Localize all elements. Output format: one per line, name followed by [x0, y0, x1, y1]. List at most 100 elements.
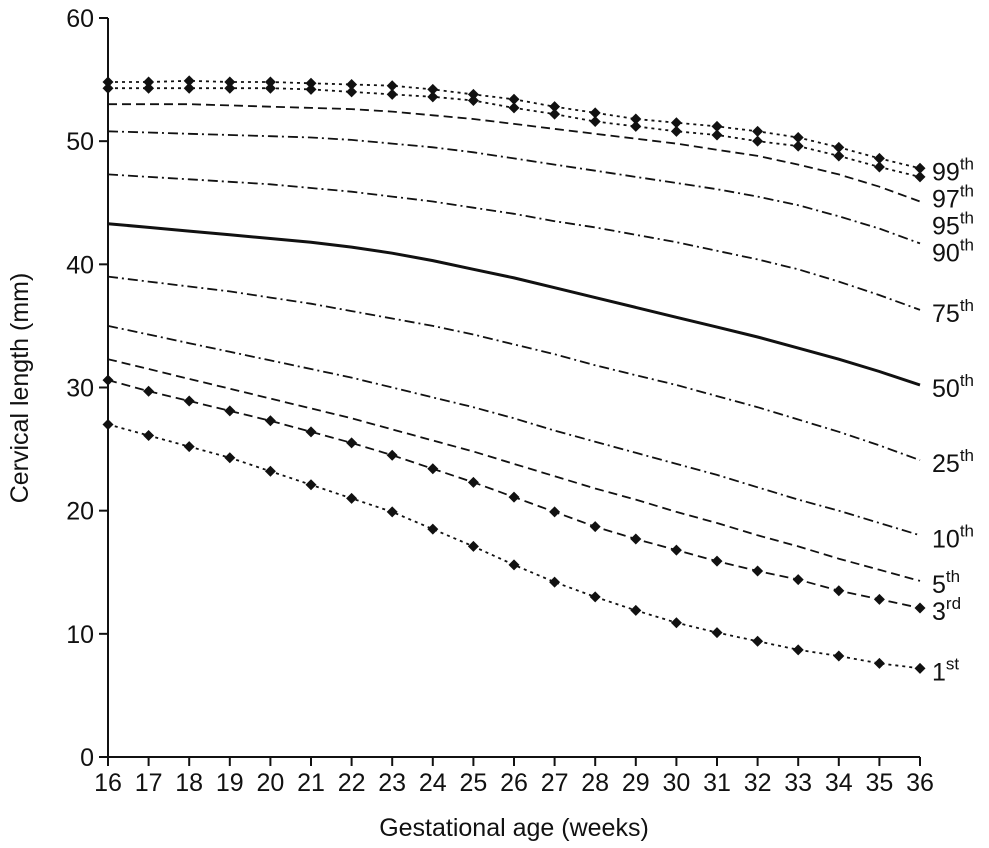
- data-point: [792, 574, 804, 586]
- data-point: [711, 555, 723, 567]
- data-point: [873, 161, 885, 173]
- series-line: [107, 173, 921, 311]
- data-point: [305, 83, 317, 95]
- data-point: [508, 93, 520, 105]
- data-point: [630, 120, 642, 132]
- series-line: [107, 358, 921, 582]
- data-point: [386, 506, 398, 518]
- data-point: [143, 82, 155, 94]
- x-tick-label: 17: [135, 769, 163, 797]
- y-axis-title: Cervical length (mm): [6, 273, 34, 504]
- series-label: 3rd: [932, 594, 961, 626]
- data-point: [305, 77, 317, 89]
- data-point: [630, 533, 642, 545]
- data-point: [467, 540, 479, 552]
- data-point: [630, 113, 642, 125]
- data-point: [183, 75, 195, 87]
- y-tick-label: 60: [66, 5, 94, 33]
- data-point: [386, 80, 398, 92]
- series-label: 95th: [932, 208, 974, 240]
- x-tick-label: 31: [703, 769, 731, 797]
- data-point: [305, 479, 317, 491]
- data-point: [711, 120, 723, 132]
- data-point: [143, 430, 155, 442]
- y-tick-label: 0: [80, 744, 94, 772]
- data-point: [224, 452, 236, 464]
- data-point: [589, 107, 601, 119]
- data-point: [427, 91, 439, 103]
- series-label: 90th: [932, 235, 974, 267]
- data-point: [914, 662, 926, 674]
- x-tick-label: 16: [94, 769, 122, 797]
- data-point: [264, 76, 276, 88]
- data-point: [427, 83, 439, 95]
- data-point: [346, 86, 358, 98]
- data-point: [386, 449, 398, 461]
- data-point: [630, 604, 642, 616]
- data-point: [670, 617, 682, 629]
- data-point: [102, 374, 114, 386]
- data-point: [792, 140, 804, 152]
- data-point: [346, 437, 358, 449]
- series-line: [107, 275, 921, 462]
- data-point: [183, 395, 195, 407]
- data-point: [264, 82, 276, 94]
- x-tick-label: 27: [541, 769, 569, 797]
- data-point: [670, 125, 682, 137]
- x-tick-label: 34: [825, 769, 853, 797]
- data-point: [752, 635, 764, 647]
- series-line: [107, 130, 921, 245]
- data-point: [346, 79, 358, 91]
- x-tick-label: 22: [338, 769, 366, 797]
- data-point: [549, 108, 561, 120]
- data-point: [873, 593, 885, 605]
- data-point: [792, 644, 804, 656]
- x-tick-label: 19: [216, 769, 244, 797]
- series-line: [107, 222, 921, 387]
- series-line: [107, 325, 921, 537]
- data-point: [224, 405, 236, 417]
- y-tick-label: 50: [66, 128, 94, 156]
- data-point: [102, 82, 114, 94]
- data-point: [427, 523, 439, 535]
- data-point: [711, 129, 723, 141]
- data-point: [102, 418, 114, 430]
- data-point: [833, 650, 845, 662]
- data-point: [670, 117, 682, 129]
- series-label: 50th: [932, 371, 974, 403]
- series-label: 97th: [932, 181, 974, 213]
- data-point: [508, 491, 520, 503]
- x-tick-label: 30: [662, 769, 690, 797]
- x-tick-label: 35: [865, 769, 893, 797]
- data-point: [833, 585, 845, 597]
- data-point: [833, 150, 845, 162]
- y-tick-label: 20: [66, 498, 94, 526]
- series-label: 99th: [932, 154, 974, 186]
- data-point: [752, 565, 764, 577]
- data-point: [143, 76, 155, 88]
- data-point: [102, 76, 114, 88]
- data-point: [752, 135, 764, 147]
- data-point: [914, 171, 926, 183]
- data-point: [670, 544, 682, 556]
- data-point: [143, 385, 155, 397]
- series-label: 1st: [932, 654, 959, 686]
- x-tick-label: 21: [297, 769, 325, 797]
- data-point: [873, 152, 885, 164]
- x-tick-label: 32: [744, 769, 772, 797]
- x-tick-label: 28: [581, 769, 609, 797]
- series-label: 5th: [932, 567, 960, 599]
- data-point: [224, 76, 236, 88]
- data-point: [833, 141, 845, 153]
- x-tick-label: 25: [459, 769, 487, 797]
- data-point: [183, 82, 195, 94]
- series-line: [108, 103, 921, 203]
- x-tick-label: 33: [784, 769, 812, 797]
- data-point: [467, 88, 479, 100]
- x-tick-label: 29: [622, 769, 650, 797]
- y-tick-label: 10: [66, 621, 94, 649]
- data-point: [264, 465, 276, 477]
- data-point: [183, 441, 195, 453]
- data-point: [792, 131, 804, 143]
